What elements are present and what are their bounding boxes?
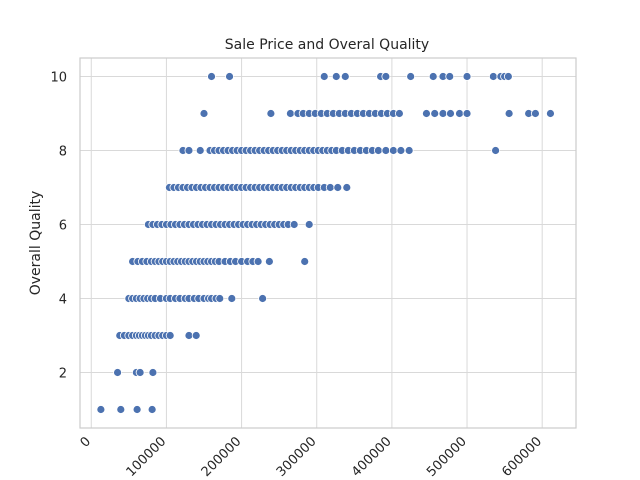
scatter-point — [381, 72, 391, 81]
scatter-point — [96, 405, 106, 414]
scatter-point — [388, 146, 398, 155]
scatter-point — [455, 109, 464, 118]
scatter-point — [325, 183, 335, 192]
scatter-point — [428, 72, 438, 81]
x-tick-label: 400000 — [349, 434, 395, 480]
grid-lines — [80, 58, 576, 428]
scatter-point — [300, 257, 310, 266]
scatter-point — [132, 405, 142, 414]
scatter-point — [342, 183, 352, 192]
scatter-point — [266, 109, 276, 118]
y-tick-label: 4 — [59, 293, 67, 308]
scatter-point — [373, 146, 383, 155]
scatter-point — [488, 72, 498, 81]
y-tick-label: 8 — [59, 145, 67, 160]
scatter-point — [116, 405, 126, 414]
scatter-point — [504, 109, 514, 118]
scatter-point — [546, 109, 555, 118]
chart-title: Sale Price and Overal Quality — [225, 37, 429, 53]
scatter-point — [491, 146, 500, 155]
scatter-point — [207, 72, 216, 81]
scatter-point — [396, 146, 406, 155]
scatter-point — [404, 146, 414, 155]
scatter-point — [147, 405, 157, 414]
scatter-point — [304, 220, 314, 229]
scatter-point — [113, 368, 122, 377]
x-tick-labels: 0 100000 200000 300000 400000 500000 600000 — [78, 434, 545, 480]
scatter-point — [289, 220, 299, 229]
scatter-point — [184, 331, 194, 340]
scatter-point — [462, 72, 472, 81]
x-tick-label: 0 — [78, 434, 94, 450]
scatter-point — [531, 109, 540, 118]
scatter-point — [340, 72, 350, 81]
plot-area-frame — [79, 57, 577, 429]
scatter-point — [225, 72, 234, 81]
scatter-point — [394, 109, 404, 118]
scatter-point — [381, 146, 391, 155]
scatter-point — [445, 72, 455, 81]
scatter-point — [215, 294, 225, 303]
scatter-point — [199, 109, 209, 118]
y-tick-label: 6 — [59, 219, 67, 234]
x-tick-label: 600000 — [499, 434, 545, 480]
y-tick-label: 10 — [50, 71, 67, 86]
scatter-point — [430, 109, 440, 118]
x-tick-label: 300000 — [274, 434, 320, 480]
scatter-point — [503, 72, 513, 81]
scatter-point — [331, 72, 341, 81]
x-tick-label: 100000 — [124, 434, 170, 480]
scatter-point — [333, 183, 343, 192]
scatter-point — [191, 331, 201, 340]
scatter-point — [258, 294, 268, 303]
scatter-point — [446, 109, 455, 118]
scatter-point — [264, 257, 274, 266]
scatter-point — [184, 146, 194, 155]
scatter-point — [422, 109, 431, 118]
x-tick-label: 500000 — [424, 434, 470, 480]
scatter-point — [319, 72, 329, 81]
scatter-point — [286, 109, 295, 118]
y-axis-label: Overall Quality — [28, 191, 44, 296]
scatter-point — [135, 368, 145, 377]
y-tick-labels: 2 4 6 8 10 — [50, 71, 67, 382]
data-points — [96, 72, 555, 414]
y-tick-label: 2 — [59, 367, 67, 382]
scatter-point — [462, 109, 472, 118]
scatter-point — [148, 368, 158, 377]
scatter-point — [165, 331, 175, 340]
scatter-point — [438, 109, 448, 118]
scatter-point — [227, 294, 237, 303]
scatter-point — [406, 72, 416, 81]
x-tick-label: 200000 — [199, 434, 245, 480]
scatter-point — [253, 257, 263, 266]
scatter-point — [195, 146, 205, 155]
